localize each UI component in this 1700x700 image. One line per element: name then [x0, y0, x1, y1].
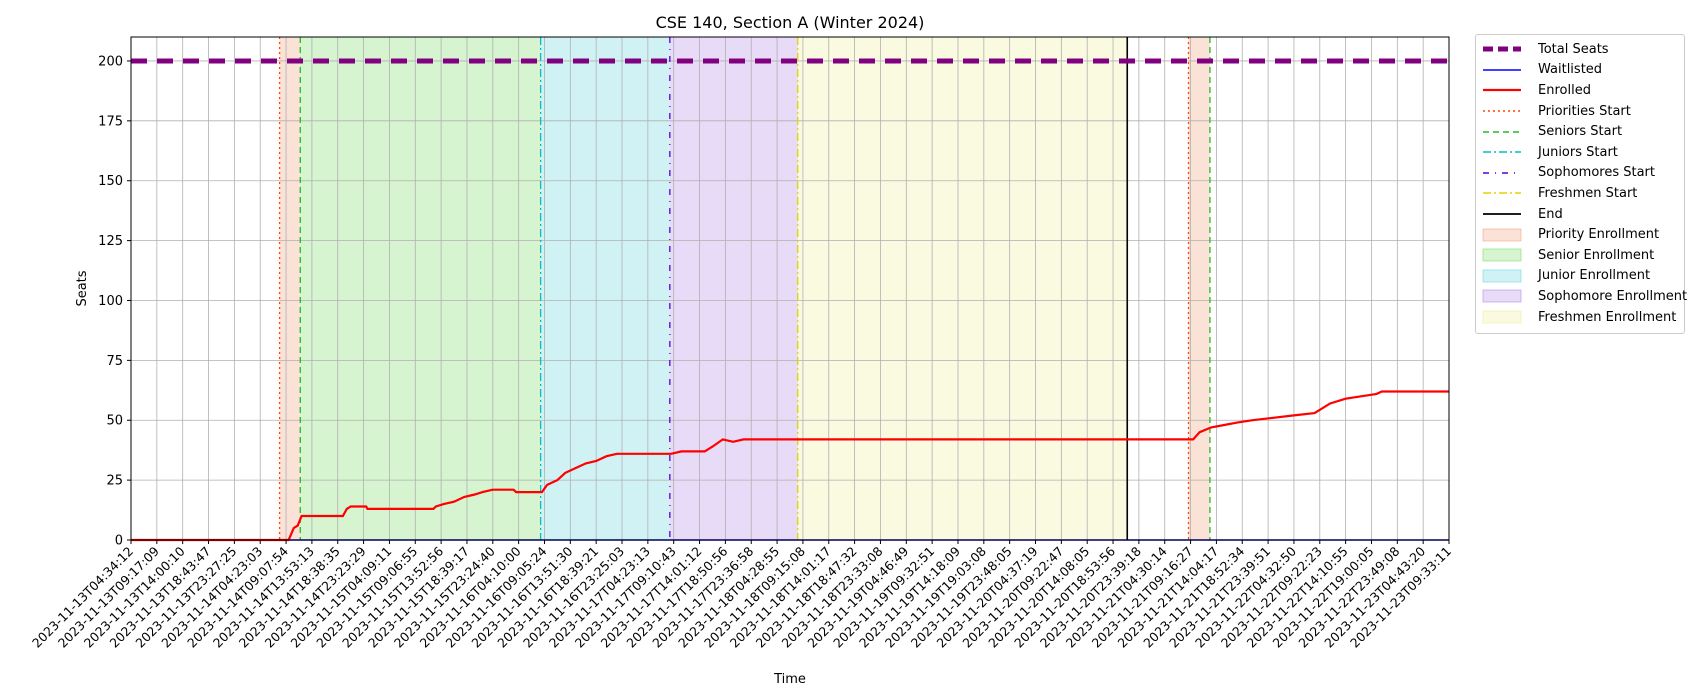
phase-span-senior-enrollment [300, 37, 541, 540]
legend-entry: Senior Enrollment [1482, 245, 1678, 266]
legend-swatch [1483, 46, 1521, 52]
phase-span-priority-enrollment [1188, 37, 1210, 540]
legend-entry: Freshmen Start [1482, 183, 1678, 204]
legend-swatch [1483, 110, 1521, 112]
legend-entry: Seniors Start [1482, 121, 1678, 142]
legend-swatch [1482, 269, 1522, 283]
legend-entry: Freshmen Enrollment [1482, 307, 1678, 328]
y-tick-label: 125 [98, 234, 123, 249]
legend-swatch [1482, 289, 1522, 303]
legend-label: Waitlisted [1538, 62, 1603, 78]
legend-label: Senior Enrollment [1538, 247, 1655, 263]
legend-swatch [1483, 69, 1521, 71]
legend-label: Priorities Start [1538, 103, 1631, 119]
y-tick-label: 100 [98, 294, 123, 309]
legend-swatch [1483, 172, 1521, 174]
legend-swatch [1483, 213, 1521, 215]
legend-entry: Priority Enrollment [1482, 224, 1678, 245]
legend-label: Freshmen Enrollment [1538, 309, 1677, 325]
legend-label: Junior Enrollment [1538, 268, 1651, 284]
legend-entry: Priorities Start [1482, 101, 1678, 122]
y-tick-label: 200 [98, 54, 123, 69]
legend-entry: Juniors Start [1482, 142, 1678, 163]
legend-label: Seniors Start [1538, 124, 1623, 140]
legend-swatch [1483, 130, 1521, 133]
legend-entry: Total Seats [1482, 39, 1678, 60]
y-tick-label: 0 [115, 534, 123, 549]
y-tick-label: 175 [98, 114, 123, 129]
legend-entry: Sophomore Enrollment [1482, 286, 1687, 307]
legend-label: Total Seats [1538, 41, 1609, 57]
phase-span-junior-enrollment [540, 37, 670, 540]
phase-span-freshmen-enrollment [797, 37, 1128, 540]
legend-swatch [1483, 192, 1521, 195]
chart-title: CSE 140, Section A (Winter 2024) [656, 13, 925, 32]
legend-label: Freshmen Start [1538, 185, 1638, 201]
plot-frame [130, 36, 1450, 541]
legend-entry: Junior Enrollment [1482, 266, 1678, 287]
legend-entry: Sophomores Start [1482, 163, 1678, 184]
x-axis-label: Time [773, 672, 806, 687]
legend-swatch [1482, 228, 1522, 242]
legend-label: End [1538, 206, 1563, 222]
legend-swatch [1483, 89, 1521, 92]
legend-swatch [1482, 248, 1522, 262]
chart-legend: Total Seats Waitlisted Enrolled Priorities … [1475, 34, 1687, 334]
y-tick-label: 150 [98, 174, 123, 189]
legend-entry: Enrolled [1482, 80, 1678, 101]
legend-swatch [1482, 310, 1522, 324]
legend-entry: End [1482, 204, 1678, 225]
series-enrolled [131, 390, 1449, 542]
legend-label: Enrolled [1538, 82, 1591, 98]
legend-label: Sophomores Start [1538, 165, 1655, 181]
legend-label: Sophomore Enrollment [1538, 288, 1688, 304]
phase-span-priority-enrollment [279, 37, 301, 540]
legend-entry: Waitlisted [1482, 60, 1678, 81]
y-tick-label: 25 [106, 474, 123, 489]
y-axis-label: Seats [75, 270, 90, 306]
legend-label: Juniors Start [1538, 144, 1618, 160]
y-tick-label: 75 [106, 354, 123, 369]
legend-label: Priority Enrollment [1538, 227, 1660, 243]
y-tick-label: 50 [106, 414, 123, 429]
legend-swatch [1483, 151, 1521, 154]
phase-span-sophomore-enrollment [669, 37, 798, 540]
